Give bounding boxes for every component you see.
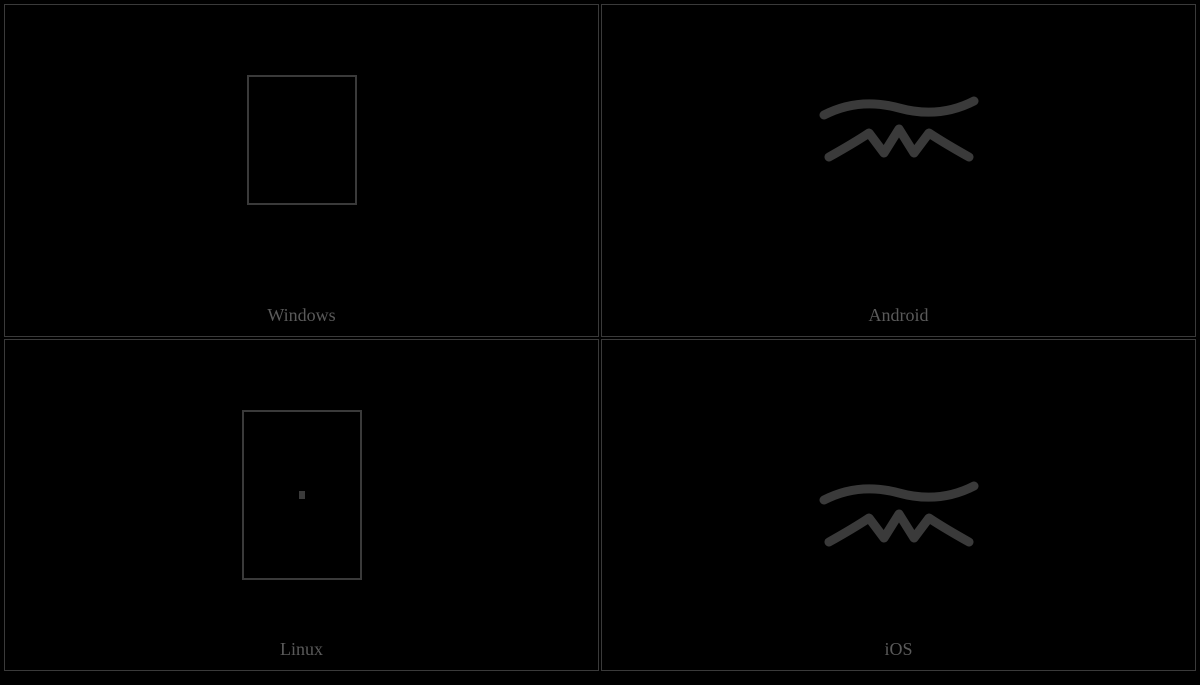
windows-cell: Windows xyxy=(4,4,599,337)
linux-cell: Linux xyxy=(4,339,599,672)
dot-icon xyxy=(299,491,305,499)
windows-label: Windows xyxy=(267,305,335,326)
windows-glyph-container xyxy=(5,5,598,336)
tofu-box-icon xyxy=(242,410,362,580)
linux-glyph-container xyxy=(5,340,598,671)
android-glyph-container xyxy=(602,0,1195,301)
glyph-icon xyxy=(809,460,989,580)
android-label: Android xyxy=(869,305,929,326)
ios-label: iOS xyxy=(884,639,912,660)
glyph-icon xyxy=(809,75,989,195)
tofu-box-icon xyxy=(247,75,357,205)
ios-cell: iOS xyxy=(601,339,1196,672)
android-cell: Android xyxy=(601,4,1196,337)
ios-glyph-container xyxy=(602,355,1195,685)
comparison-grid: Windows Android Linux iOS xyxy=(0,0,1200,675)
linux-label: Linux xyxy=(280,639,323,660)
